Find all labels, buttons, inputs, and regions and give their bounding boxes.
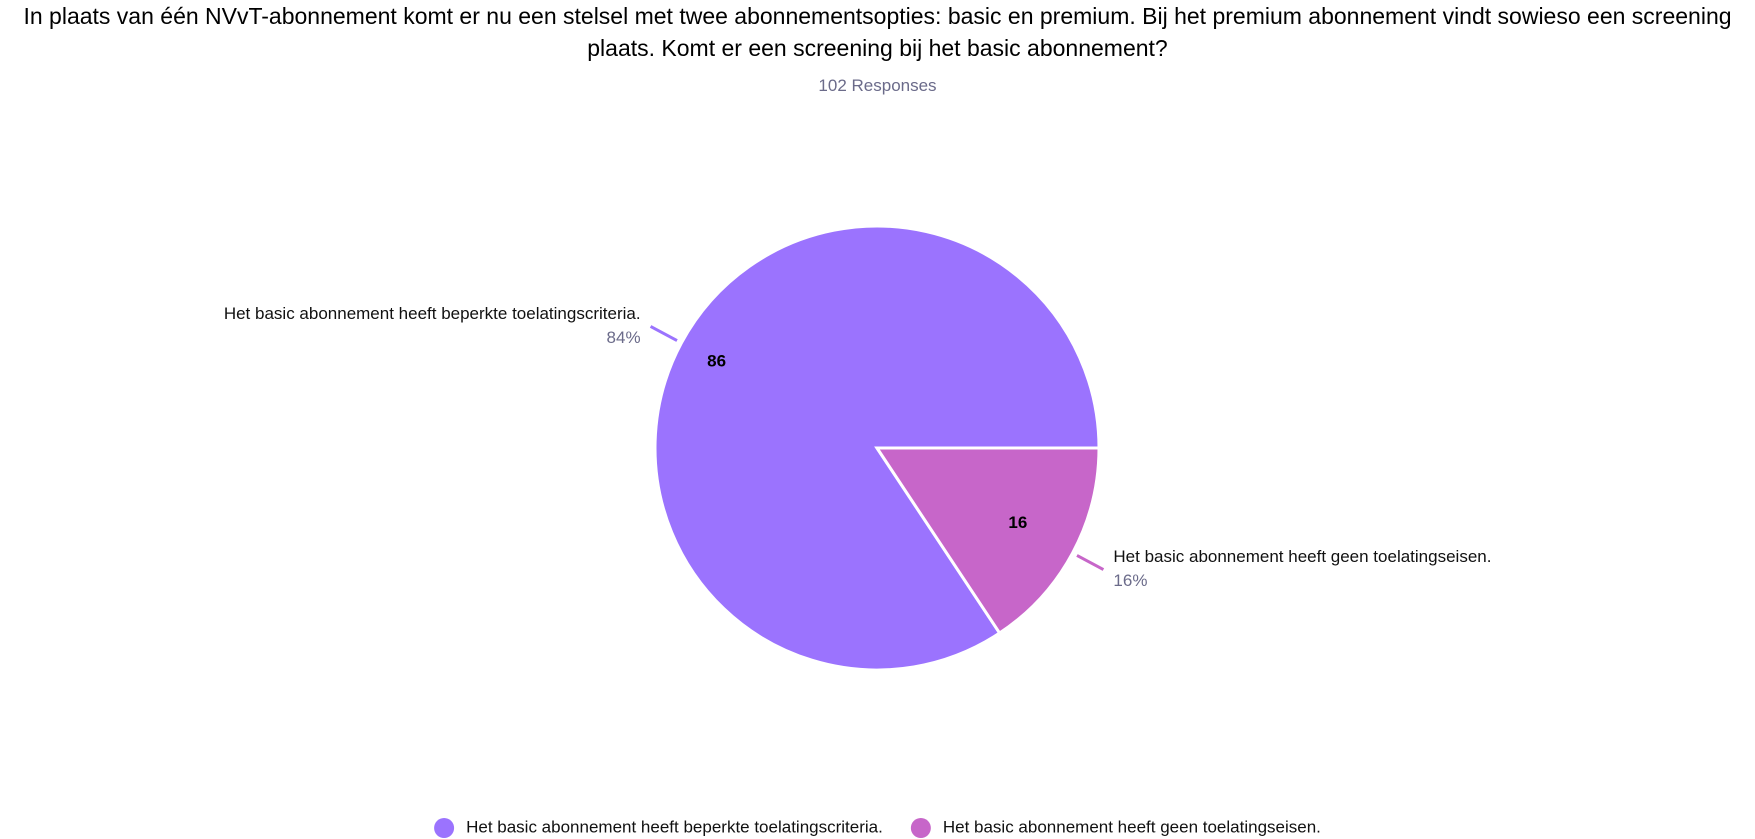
pie-slice bbox=[874, 446, 1101, 636]
slice-value-label: 86 bbox=[707, 351, 726, 370]
legend-label: Het basic abonnement heeft geen toelatin… bbox=[943, 817, 1321, 836]
chart-title: In plaats van één NVvT-abonnement komt e… bbox=[23, 3, 1732, 61]
legend-marker bbox=[434, 818, 455, 838]
legend-label: Het basic abonnement heeft beperkte toel… bbox=[466, 817, 883, 836]
slice-value-label: 16 bbox=[1008, 513, 1027, 532]
slice-category-label: Het basic abonnement heeft beperkte toel… bbox=[224, 304, 641, 323]
legend-marker bbox=[910, 818, 931, 838]
leader-line bbox=[1076, 554, 1105, 571]
leader-line bbox=[649, 325, 678, 342]
slice-percentage-label: 84% bbox=[607, 328, 641, 347]
slice-percentage-label: 16% bbox=[1113, 571, 1147, 590]
chart-subtitle: 102 Responses bbox=[818, 76, 937, 95]
slice-category-label: Het basic abonnement heeft geen toelatin… bbox=[1113, 547, 1491, 566]
